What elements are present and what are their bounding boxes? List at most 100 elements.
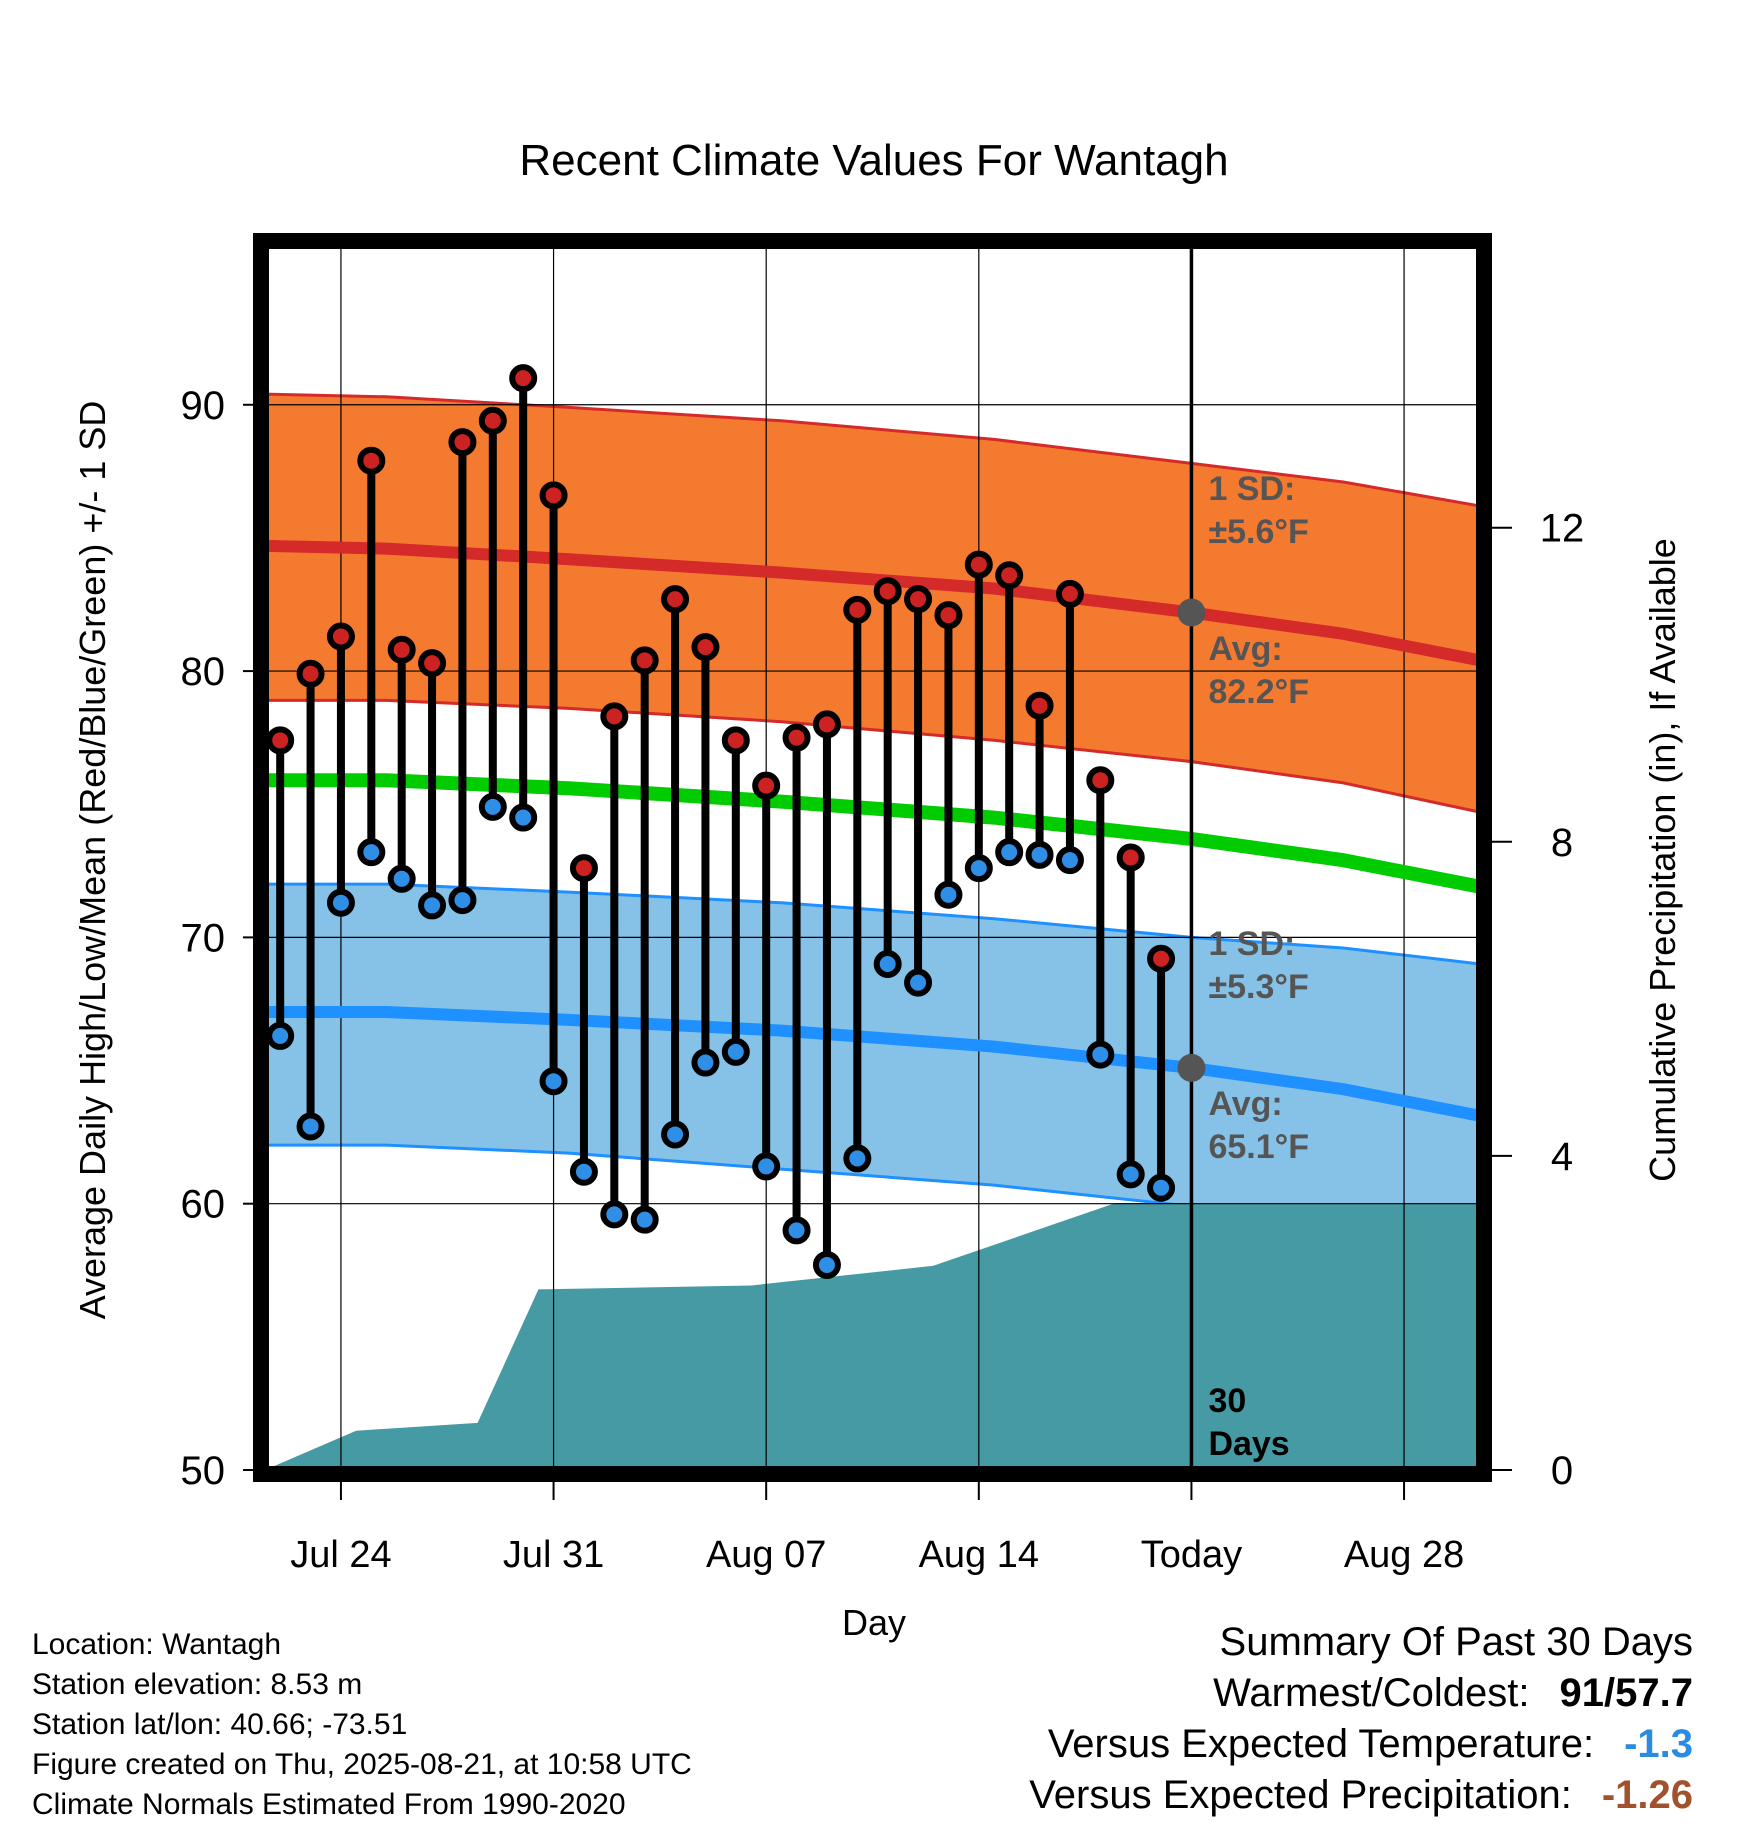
low-point <box>934 880 963 909</box>
high-point <box>418 649 447 678</box>
chart-title: Recent Climate Values For Wantagh <box>519 136 1228 185</box>
x-tick-label: Aug 28 <box>1344 1534 1464 1576</box>
y2-tick-label: 4 <box>1551 1135 1573 1179</box>
plot-area: 1 SD: ±5.6°F Avg: 82.2°F 1 SD: ±5.3°F Avg: 65.1… <box>181 233 1585 1576</box>
precip-departure-row: Versus Expected Precipitation: -1.26 <box>1029 1773 1693 1824</box>
y-axis-label: Average Daily High/Low/Mean (Red/Blue/Gr… <box>72 401 113 1320</box>
low-point <box>995 838 1024 867</box>
x-axis-label: Day <box>842 1602 906 1643</box>
low-point <box>1055 846 1084 875</box>
low-point <box>478 792 507 821</box>
high-point <box>812 710 841 739</box>
high-point <box>326 622 355 651</box>
low-point <box>812 1250 841 1279</box>
slash: / <box>1604 1671 1616 1715</box>
x-tick-label: Jul 31 <box>503 1534 604 1576</box>
high-point <box>843 595 872 624</box>
low-point <box>539 1067 568 1096</box>
high-point <box>782 723 811 752</box>
high-point <box>904 585 933 614</box>
low-point <box>661 1120 690 1149</box>
today-high-marker <box>1177 598 1206 627</box>
high-point <box>873 577 902 606</box>
low-point <box>387 864 416 893</box>
low-point <box>630 1205 659 1234</box>
low-point <box>600 1200 629 1229</box>
created-text: Figure created on Thu, 2025-08-21, at 10… <box>32 1748 692 1781</box>
y2-tick-label: 8 <box>1551 821 1573 865</box>
y-tick-label: 80 <box>181 650 226 694</box>
y-tick-label: 70 <box>181 916 226 960</box>
low-point <box>569 1157 598 1186</box>
y-tick-label: 90 <box>181 384 226 428</box>
precip-departure-value: -1.26 <box>1601 1773 1693 1817</box>
latlon-text: Station lat/lon: 40.66; -73.51 <box>32 1708 408 1741</box>
high-point <box>995 561 1024 590</box>
low-point <box>418 891 447 920</box>
high-point <box>1147 944 1176 973</box>
summary-panel: Summary Of Past 30 Days Warmest/Coldest:… <box>1029 1620 1693 1824</box>
high-point <box>1055 579 1084 608</box>
y-tick-label: 60 <box>181 1183 226 1227</box>
high-point <box>478 406 507 435</box>
low-point <box>326 888 355 917</box>
x-tick-label: Today <box>1141 1534 1242 1576</box>
low-point <box>1116 1160 1145 1189</box>
high-point <box>448 428 477 457</box>
station-info: Location: Wantagh Station elevation: 8.5… <box>32 1625 692 1825</box>
low-point <box>448 886 477 915</box>
high-point <box>752 771 781 800</box>
high-upper-line <box>265 392 1480 508</box>
y2-axis-label: Cumulative Precipitation (in), If Availa… <box>1642 538 1683 1182</box>
low-point <box>296 1112 325 1141</box>
x-tick-label: Aug 07 <box>706 1534 826 1576</box>
low-avg-label: Avg: <box>1208 1085 1282 1123</box>
warmest-coldest-label: Warmest/Coldest: <box>1213 1671 1530 1715</box>
low-point <box>357 838 386 867</box>
low-point <box>509 803 538 832</box>
window-days-number: 30 <box>1208 1382 1246 1420</box>
normal-low-line <box>265 1006 1480 1122</box>
summary-title-row: Summary Of Past 30 Days <box>1029 1620 1693 1671</box>
low-point <box>1147 1173 1176 1202</box>
low-avg-value: 65.1°F <box>1208 1128 1309 1166</box>
low-point <box>752 1152 781 1181</box>
x-tick-label: Aug 14 <box>919 1534 1039 1576</box>
high-point <box>964 550 993 579</box>
high-point <box>661 585 690 614</box>
low-point <box>266 1021 295 1050</box>
warmest-coldest-value: 91/57.7 <box>1560 1671 1693 1716</box>
y2-tick-label: 12 <box>1540 507 1585 551</box>
low-point <box>1025 840 1054 869</box>
high-sd-label: 1 SD: <box>1208 470 1295 508</box>
y-tick-label: 50 <box>181 1449 226 1493</box>
temp-departure-label: Versus Expected Temperature: <box>1047 1722 1595 1766</box>
normal-mean-line <box>265 773 1480 894</box>
temp-departure-row: Versus Expected Temperature: -1.3 <box>1029 1722 1693 1773</box>
y2-tick-label: 0 <box>1551 1449 1573 1493</box>
elevation-text: Station elevation: 8.53 m <box>32 1668 363 1701</box>
high-point <box>296 659 325 688</box>
high-point <box>691 633 720 662</box>
high-point <box>387 635 416 664</box>
low-point <box>691 1048 720 1077</box>
high-point <box>1116 843 1145 872</box>
temp-departure-value: -1.3 <box>1624 1722 1693 1766</box>
precip-area <box>265 1203 1480 1470</box>
low-sd-label: 1 SD: <box>1208 925 1295 963</box>
normals-text: Climate Normals Estimated From 1990-2020 <box>32 1788 626 1821</box>
low-point <box>782 1216 811 1245</box>
low-point <box>964 854 993 883</box>
x-tick-label: Jul 24 <box>290 1534 391 1576</box>
coldest-value: 57.7 <box>1615 1671 1693 1715</box>
high-point <box>509 364 538 393</box>
high-point <box>934 601 963 630</box>
low-point <box>721 1037 750 1066</box>
summary-title: Summary Of Past 30 Days <box>1219 1620 1693 1664</box>
high-point <box>539 481 568 510</box>
high-point <box>1086 766 1115 795</box>
high-avg-label: Avg: <box>1208 630 1282 668</box>
high-point <box>600 702 629 731</box>
low-sd-value: ±5.3°F <box>1208 968 1308 1006</box>
high-point <box>266 726 295 755</box>
